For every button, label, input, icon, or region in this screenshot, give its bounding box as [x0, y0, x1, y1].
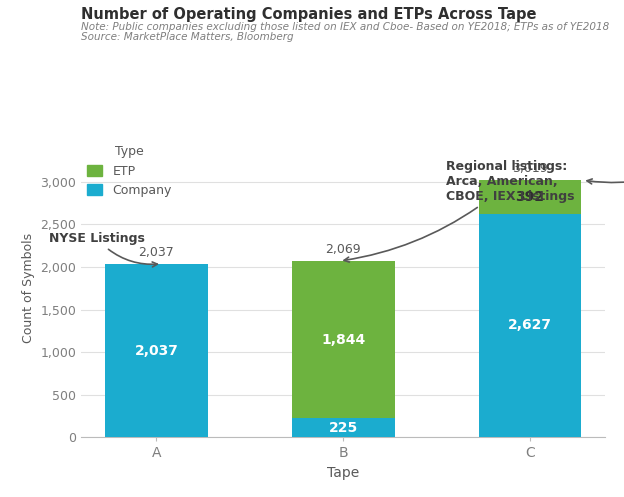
- Bar: [292, 418, 394, 437]
- Text: Number of Operating Companies and ETPs Across Tape: Number of Operating Companies and ETPs A…: [81, 7, 537, 22]
- Bar: [292, 261, 394, 418]
- Bar: [479, 180, 582, 214]
- Legend: ETP, Company: ETP, Company: [87, 146, 172, 197]
- Text: Source: MarketPlace Matters, Bloomberg: Source: MarketPlace Matters, Bloomberg: [81, 32, 294, 42]
- Text: Nasdaq Listings: Nasdaq Listings: [587, 139, 624, 184]
- Text: NYSE Listings: NYSE Listings: [49, 232, 157, 267]
- X-axis label: Tape: Tape: [327, 466, 359, 480]
- Text: 225: 225: [329, 421, 358, 435]
- Bar: [105, 264, 208, 437]
- Text: 2,037: 2,037: [134, 343, 178, 357]
- Text: 2,037: 2,037: [139, 246, 174, 259]
- Text: 1,844: 1,844: [321, 332, 365, 346]
- Text: 392: 392: [515, 190, 545, 204]
- Text: Note: Public companies excluding those listed on IEX and Cboe- Based on YE2018; : Note: Public companies excluding those l…: [81, 22, 610, 32]
- Text: 2,069: 2,069: [325, 244, 361, 256]
- Text: 3,019: 3,019: [512, 163, 548, 175]
- Text: Regional listings:
Arca, American,
CBOE, IEX Listings: Regional listings: Arca, American, CBOE,…: [344, 160, 575, 262]
- Y-axis label: Count of Symbols: Count of Symbols: [22, 233, 35, 343]
- Bar: [479, 214, 582, 437]
- Text: 2,627: 2,627: [508, 319, 552, 332]
